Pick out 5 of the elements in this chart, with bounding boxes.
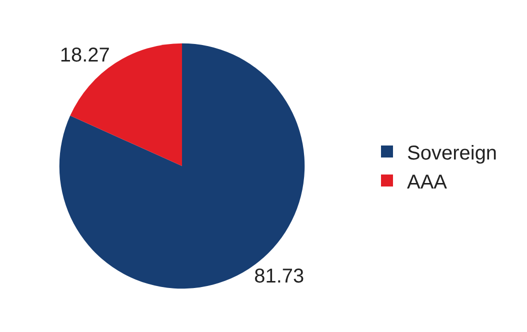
data-label: 18.27 [60, 44, 110, 66]
legend-label: AAA [407, 171, 448, 194]
pie-slice [59, 43, 305, 288]
legend-label: Sovereign [407, 142, 498, 164]
data-label: 81.73 [254, 266, 304, 288]
